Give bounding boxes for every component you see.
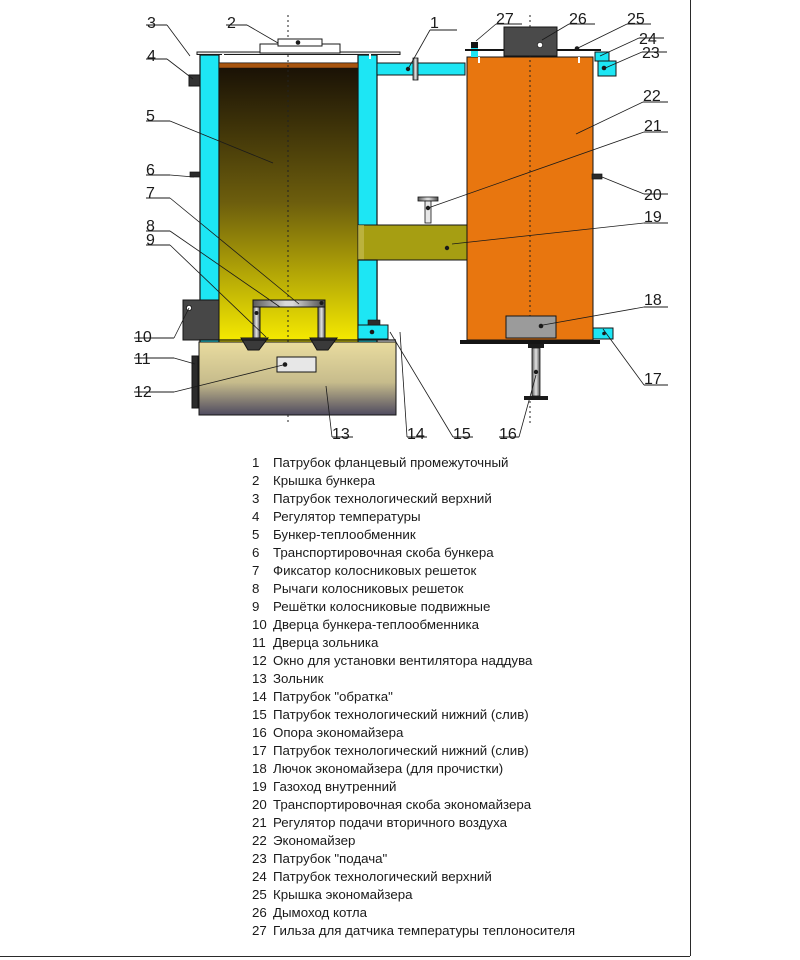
svg-text:1: 1 (430, 15, 439, 32)
svg-text:18: 18 (644, 292, 662, 309)
svg-text:7: 7 (146, 185, 155, 202)
svg-text:2: 2 (227, 15, 236, 32)
svg-text:3: 3 (147, 15, 156, 32)
svg-text:4: 4 (147, 48, 156, 65)
svg-text:11: 11 (134, 351, 151, 368)
svg-text:14: 14 (407, 426, 425, 443)
svg-text:27: 27 (496, 11, 514, 28)
svg-text:13: 13 (332, 426, 350, 443)
svg-text:16: 16 (499, 426, 517, 443)
svg-text:5: 5 (146, 108, 155, 125)
svg-text:6: 6 (146, 162, 155, 179)
svg-text:25: 25 (627, 11, 645, 28)
svg-text:26: 26 (569, 11, 587, 28)
svg-text:20: 20 (644, 187, 662, 204)
svg-text:15: 15 (453, 426, 471, 443)
svg-text:23: 23 (642, 45, 660, 62)
svg-text:9: 9 (146, 232, 155, 249)
